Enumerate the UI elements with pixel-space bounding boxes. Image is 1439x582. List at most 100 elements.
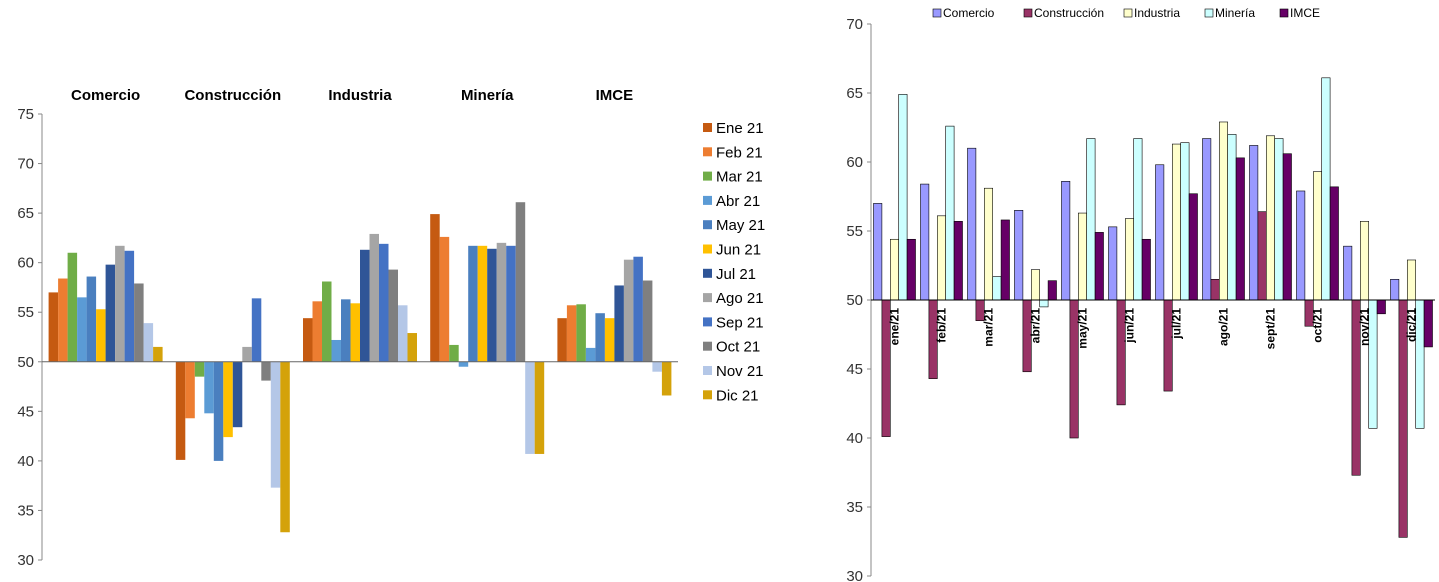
- y-tick-label: 55: [846, 223, 863, 240]
- bar: [58, 278, 68, 362]
- y-tick-label: 70: [846, 16, 863, 33]
- legend-swatch: [703, 341, 712, 351]
- legend-label: Industria: [1134, 6, 1180, 20]
- y-tick-label: 70: [17, 156, 34, 173]
- category-label: abr/21: [1029, 308, 1043, 344]
- y-tick-label: 45: [17, 403, 34, 420]
- bar: [937, 215, 947, 301]
- bar: [525, 361, 535, 454]
- category-label: jun/21: [1123, 308, 1137, 344]
- bar: [1188, 193, 1198, 301]
- bar: [623, 259, 634, 362]
- bar: [1031, 269, 1041, 301]
- y-tick-label: 75: [17, 106, 34, 123]
- legend-label: Feb 21: [716, 144, 763, 161]
- legend-label: May 21: [716, 217, 765, 234]
- legend-swatch: [703, 195, 712, 205]
- legend-swatch: [1023, 8, 1033, 18]
- legend-label: Abr 21: [716, 193, 760, 210]
- bar: [1235, 157, 1245, 301]
- bar: [77, 297, 87, 362]
- bar: [1218, 121, 1228, 301]
- bar: [1202, 138, 1212, 301]
- legend-label: Construcción: [1034, 6, 1104, 20]
- bar: [398, 305, 408, 362]
- bar: [1227, 134, 1237, 301]
- bar: [487, 248, 497, 362]
- legend-label: Jul 21: [716, 266, 756, 283]
- category-label: Construcción: [184, 87, 281, 104]
- bar: [1180, 142, 1190, 301]
- category-label: ene/21: [888, 308, 902, 346]
- bar: [232, 361, 243, 428]
- bar: [379, 243, 389, 362]
- legend-swatch: [703, 171, 712, 181]
- bar: [468, 245, 478, 362]
- bar: [967, 147, 977, 301]
- bar: [312, 301, 322, 362]
- bar: [873, 203, 883, 301]
- bar: [1376, 299, 1386, 315]
- y-tick-label: 65: [17, 205, 34, 222]
- y-tick-label: 50: [17, 354, 34, 371]
- bar: [194, 361, 205, 377]
- legend-label: Mar 21: [716, 169, 763, 186]
- bar: [96, 309, 106, 362]
- bar: [430, 214, 440, 362]
- legend-label: Sep 21: [716, 314, 764, 331]
- bar: [143, 323, 154, 362]
- bar: [661, 361, 672, 396]
- bar: [566, 305, 577, 362]
- bar: [204, 361, 214, 414]
- bar: [953, 221, 963, 301]
- bar: [134, 283, 144, 362]
- bar: [153, 346, 163, 362]
- legend-swatch: [703, 366, 712, 375]
- bar: [920, 183, 930, 301]
- category-label: Minería: [461, 87, 514, 104]
- legend-label: Dic 21: [716, 387, 759, 404]
- bar: [1039, 299, 1049, 308]
- chart-by-month: 30 35 40 45 50 55 60 65 70 ene/21 feb/21 mar/21 abr/…: [846, 6, 1435, 582]
- bar: [585, 347, 596, 362]
- y-tick-label: 30: [17, 552, 34, 569]
- bar: [642, 280, 653, 362]
- bar: [1014, 210, 1024, 301]
- legend-swatch: [703, 268, 712, 278]
- bar: [1141, 238, 1151, 301]
- legend-label: IMCE: [1290, 6, 1320, 20]
- bar: [1312, 171, 1322, 301]
- category-label: feb/21: [935, 308, 949, 343]
- bar: [1274, 138, 1284, 301]
- chart-by-sector: 30 35 40 45 50 55 60 65 70 75 Comercio Construcción…: [17, 87, 765, 569]
- bar: [223, 361, 233, 438]
- bar: [124, 250, 135, 362]
- category-label: nov/21: [1358, 308, 1372, 346]
- bar: [633, 256, 643, 362]
- bar: [1359, 221, 1369, 301]
- category-label: Industria: [328, 87, 392, 104]
- bar: [1390, 278, 1400, 301]
- bar: [407, 333, 417, 362]
- bar: [576, 304, 586, 362]
- bar: [1257, 211, 1267, 301]
- bar: [496, 242, 507, 362]
- legend-label: Comercio: [943, 6, 995, 20]
- category-label: dic/21: [1405, 308, 1419, 342]
- bar: [595, 313, 605, 362]
- bar: [175, 361, 186, 460]
- legend-swatch: [703, 317, 712, 327]
- bar: [1249, 145, 1259, 301]
- legend-swatch: [703, 293, 712, 303]
- bar: [1061, 181, 1071, 301]
- bar: [213, 361, 224, 461]
- y-tick-label: 65: [846, 85, 863, 102]
- bar: [115, 245, 125, 362]
- bar: [890, 238, 900, 301]
- legend-swatch: [703, 123, 712, 132]
- bar: [652, 361, 662, 372]
- bar: [1321, 77, 1331, 301]
- bar: [1343, 245, 1353, 301]
- legend-swatch: [703, 220, 712, 230]
- bar: [477, 245, 488, 362]
